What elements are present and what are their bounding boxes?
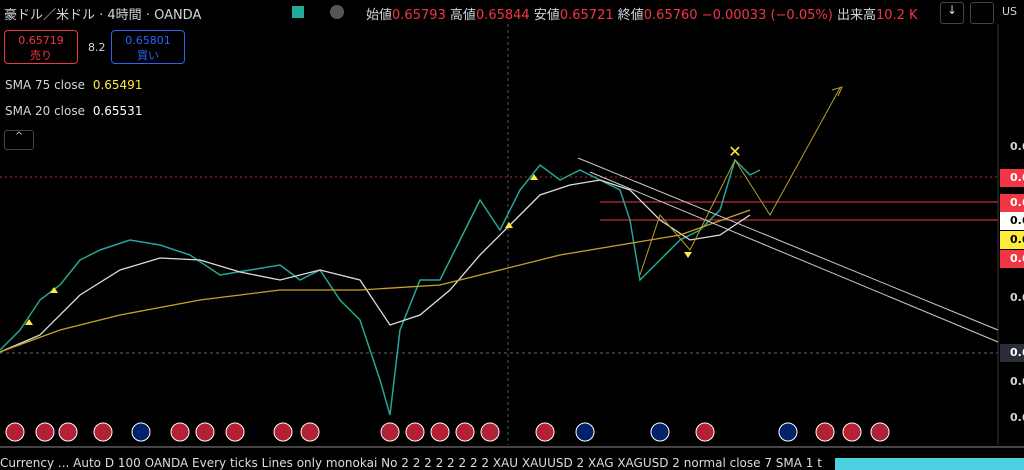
price-label: 0.6 (1000, 169, 1024, 187)
down-button[interactable]: ↓ (940, 2, 964, 24)
currency[interactable]: US (1002, 5, 1018, 18)
sell-price: 0.65719 (18, 34, 64, 47)
price-label: 0.6 (1000, 344, 1024, 362)
ohlc: 始値0.65793 高値0.65844 安値0.65721 終値0.65760 … (366, 4, 918, 23)
symbol[interactable]: 豪ドル／米ドル · 4時間 · OANDA (4, 8, 202, 23)
indicator[interactable]: SMA 20 close 0.65531 (5, 104, 142, 118)
indicator[interactable]: SMA 75 close 0.65491 (5, 78, 142, 92)
indicator-value: 0.65491 (92, 78, 143, 92)
sell-label: 売り (30, 49, 52, 62)
buy-price: 0.65801 (125, 34, 171, 47)
low: 0.65721 (559, 8, 614, 23)
price-label: 0.6 (1010, 140, 1024, 153)
price-label: 0.6 (1010, 411, 1024, 424)
footer-highlight (835, 458, 1024, 470)
collapse-button[interactable] (330, 5, 344, 19)
price-label: 0.6 (1010, 291, 1024, 304)
price-label: 0.6 (1010, 375, 1024, 388)
price-label: 0.6 (1000, 250, 1024, 268)
indicator-name: SMA 75 close (5, 78, 85, 92)
spread: 8.2 (88, 41, 106, 54)
open-label: 始値 (366, 8, 393, 23)
high-label: 高値 (449, 8, 476, 23)
low-label: 安値 (533, 8, 560, 23)
buy-button[interactable]: 0.65801 買い (111, 30, 185, 64)
close-label: 終値 (617, 8, 644, 23)
open: 0.65793 (392, 8, 446, 23)
buy-label: 買い (137, 49, 159, 62)
svg-text:✕: ✕ (728, 142, 741, 161)
close: 0.65760 (643, 8, 698, 23)
footer-text: Currency ... Auto D 100 OANDA Every tick… (0, 456, 822, 470)
volume: 10.2 K (875, 8, 918, 23)
price-label: 0.6 (1000, 194, 1024, 212)
volume-label: 出来高 (836, 8, 876, 23)
change: −0.00033 (−0.05%) (701, 8, 833, 23)
collapse-legend[interactable]: ^ (4, 130, 34, 150)
fullscreen-button[interactable] (970, 2, 994, 24)
indicator-name: SMA 20 close (5, 104, 85, 118)
sell-button[interactable]: 0.65719 売り (4, 30, 78, 64)
price-label: 0.6 (1000, 212, 1024, 230)
high: 0.65844 (475, 8, 530, 23)
price-label: 0.6 (1000, 231, 1024, 249)
market-status (292, 6, 304, 18)
indicator-value: 0.65531 (92, 104, 143, 118)
